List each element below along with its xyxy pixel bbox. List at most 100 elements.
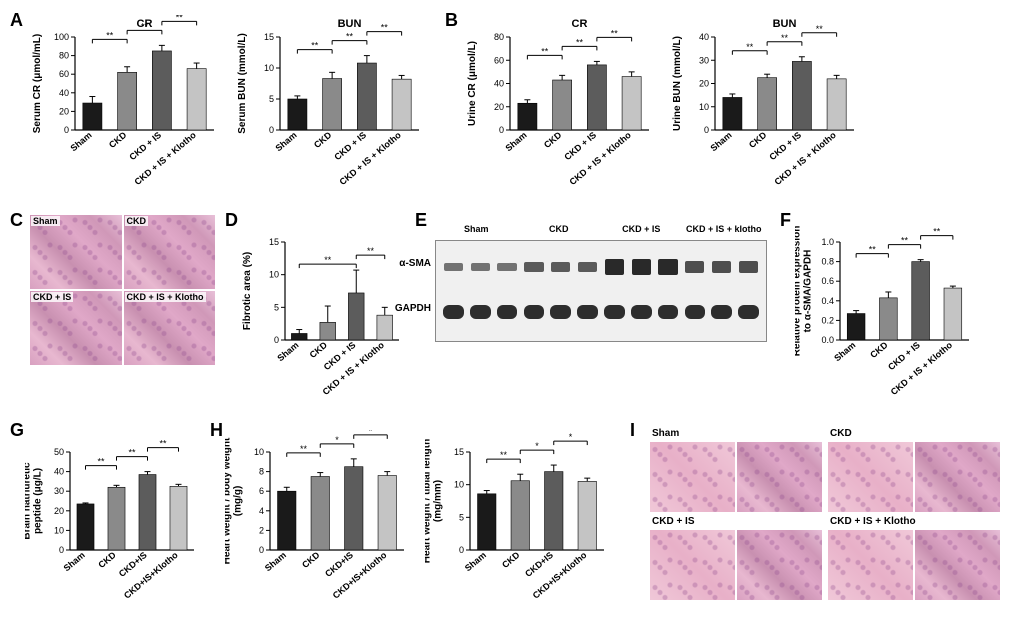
- svg-text:(mg/g): (mg/g): [233, 486, 244, 517]
- svg-text:CKD+IS: CKD+IS: [323, 550, 355, 579]
- panel-label-a: A: [10, 10, 23, 31]
- histology-cell: [915, 442, 1000, 512]
- panel-label-h: H: [210, 420, 223, 441]
- panel-label-e: E: [415, 210, 427, 231]
- svg-text:Urine CR (μmol/L): Urine CR (μmol/L): [467, 41, 478, 126]
- svg-text:**: **: [381, 23, 389, 33]
- histology-cell: Sham: [30, 215, 122, 289]
- histology-label: Sham: [31, 216, 60, 226]
- svg-text:2: 2: [259, 525, 264, 535]
- svg-text:60: 60: [494, 55, 504, 65]
- svg-text:CKD + IS + Klotho: CKD + IS + Klotho: [567, 130, 633, 187]
- bar-chart: 051015Fibrotic area (%)ShamCKDCKD + ISCK…: [240, 220, 405, 410]
- svg-text:Sham: Sham: [62, 550, 87, 573]
- histology-cell: [915, 530, 1000, 600]
- svg-text:15: 15: [454, 447, 464, 457]
- svg-text:**: **: [576, 37, 584, 47]
- panel-label-c: C: [10, 210, 23, 231]
- svg-text:**: **: [500, 450, 508, 460]
- histology-label: CKD + IS: [31, 292, 73, 302]
- svg-text:CKD + IS + Klotho: CKD + IS + Klotho: [889, 340, 955, 397]
- svg-text:15: 15: [269, 237, 279, 247]
- svg-text:CKD: CKD: [300, 550, 322, 571]
- svg-text:CR: CR: [572, 18, 588, 30]
- svg-text:**: **: [128, 448, 136, 458]
- panel-label-i: I: [630, 420, 635, 441]
- svg-text:5: 5: [459, 512, 464, 522]
- svg-text:Urine BUN (mmol/L): Urine BUN (mmol/L): [672, 36, 683, 131]
- svg-text:**: **: [901, 236, 909, 246]
- bar-chart: 0246810Heart weight / body weight(mg/g)S…: [225, 430, 410, 620]
- svg-text:1.0: 1.0: [821, 237, 834, 247]
- svg-text:10: 10: [264, 63, 274, 73]
- bar-chart: CR020406080100Serum CR (μmol/mL)ShamCKDC…: [30, 15, 220, 200]
- svg-text:20: 20: [494, 102, 504, 112]
- svg-text:40: 40: [54, 467, 64, 477]
- svg-text:CKD: CKD: [747, 130, 769, 151]
- bar-chart: BUN010203040Urine BUN (mmol/L)ShamCKDCKD…: [670, 15, 860, 200]
- histology-label: CKD + IS + Klotho: [125, 292, 206, 302]
- svg-text:Relative protein expression: Relative protein expression: [795, 226, 803, 357]
- histology-cell: CKD: [124, 215, 216, 289]
- blot-row-label: α-SMA: [385, 258, 431, 269]
- svg-text:15: 15: [264, 32, 274, 42]
- histology-pair: CKD: [828, 430, 1000, 512]
- svg-text:**: **: [141, 21, 149, 31]
- svg-text:40: 40: [699, 32, 709, 42]
- svg-text:**: **: [106, 30, 114, 40]
- svg-text:0: 0: [274, 335, 279, 345]
- svg-text:Sham: Sham: [275, 340, 300, 363]
- svg-text:CKD+IS: CKD+IS: [523, 550, 555, 579]
- svg-text:30: 30: [54, 486, 64, 496]
- histology-label: CKD + IS: [650, 516, 697, 527]
- svg-text:0.8: 0.8: [821, 257, 834, 267]
- svg-text:Serum BUN (mmol/L): Serum BUN (mmol/L): [237, 33, 248, 134]
- svg-text:0.2: 0.2: [821, 315, 834, 325]
- svg-text:80: 80: [494, 32, 504, 42]
- svg-text:CKD: CKD: [308, 340, 330, 361]
- svg-text:Heart weight / body weight: Heart weight / body weight: [225, 437, 233, 564]
- svg-text:0: 0: [499, 125, 504, 135]
- svg-text:Serum CR (μmol/mL): Serum CR (μmol/mL): [32, 34, 43, 133]
- svg-text:40: 40: [59, 88, 69, 98]
- svg-text:(mg/mm): (mg/mm): [433, 480, 444, 522]
- svg-text:0: 0: [704, 125, 709, 135]
- svg-text:*: *: [369, 430, 373, 436]
- histology-cell: [828, 530, 913, 600]
- svg-text:*: *: [335, 435, 339, 445]
- panel-label-f: F: [780, 210, 791, 231]
- svg-text:0: 0: [269, 125, 274, 135]
- blot-row-label: GAPDH: [385, 303, 431, 314]
- svg-text:CKD + IS + Klotho: CKD + IS + Klotho: [337, 130, 403, 187]
- bar-chart: BUN051015Serum BUN (mmol/L)ShamCKDCKD + …: [235, 15, 425, 200]
- histology-label: Sham: [650, 428, 681, 439]
- svg-text:Heart weight / tibial length: Heart weight / tibial length: [425, 439, 433, 563]
- svg-text:**: **: [346, 32, 354, 42]
- svg-text:Sham: Sham: [263, 550, 288, 573]
- svg-text:Sham: Sham: [503, 130, 528, 153]
- svg-text:*: *: [569, 432, 573, 442]
- bar-chart: 051015Heart weight / tibial length(mg/mm…: [425, 430, 610, 620]
- panel-label-d: D: [225, 210, 238, 231]
- svg-text:Brain natriuretic: Brain natriuretic: [25, 462, 33, 540]
- histology-pair: Sham: [650, 430, 822, 512]
- svg-text:50: 50: [54, 447, 64, 457]
- blot-group-label: CKD + IS: [600, 224, 683, 234]
- svg-text:10: 10: [54, 525, 64, 535]
- histology-cell: [737, 530, 822, 600]
- svg-text:20: 20: [54, 506, 64, 516]
- svg-text:CKD+IS+Klotho: CKD+IS+Klotho: [122, 550, 180, 601]
- svg-text:**: **: [933, 227, 941, 237]
- svg-text:0: 0: [259, 545, 264, 555]
- svg-text:**: **: [97, 457, 105, 467]
- histology-c: Sham CKD CKD + IS CKD + IS + Klotho: [30, 215, 215, 365]
- histology-cell: [650, 530, 735, 600]
- svg-text:to α-SMA/GAPDH: to α-SMA/GAPDH: [803, 250, 814, 333]
- blot-group-label: CKD + IS + klotho: [683, 224, 766, 234]
- svg-text:Sham: Sham: [832, 340, 857, 363]
- svg-text:**: **: [176, 15, 184, 22]
- svg-text:CKD: CKD: [312, 130, 334, 151]
- svg-text:0.4: 0.4: [821, 296, 834, 306]
- histology-cell: [737, 442, 822, 512]
- histology-pair: CKD + IS: [650, 518, 822, 600]
